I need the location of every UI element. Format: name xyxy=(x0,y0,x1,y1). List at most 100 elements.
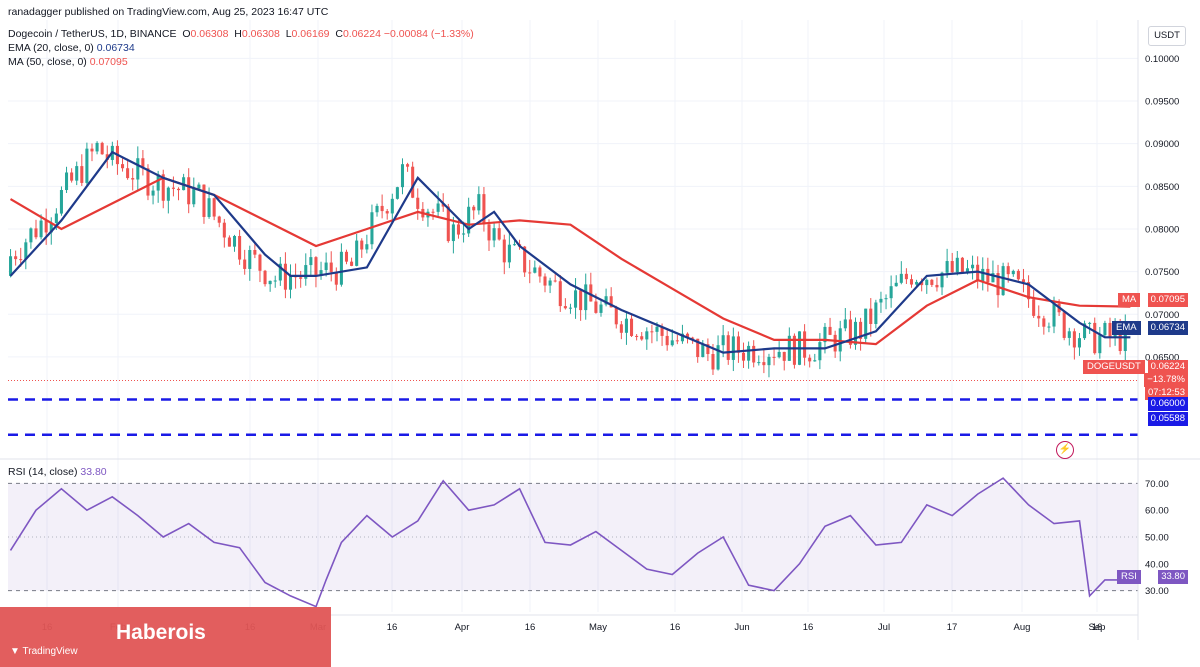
rsi-tick-label: 50.00 xyxy=(1145,533,1169,544)
rsi-legend[interactable]: RSI (14, close) 33.80 xyxy=(8,466,107,478)
candle-body xyxy=(334,272,338,285)
candle-body xyxy=(630,318,634,336)
time-tick-label: 17 xyxy=(947,622,958,633)
candle-body xyxy=(70,172,74,181)
candle-body xyxy=(884,298,888,300)
candle-body xyxy=(75,166,79,181)
candle-body xyxy=(512,244,516,246)
candle-body xyxy=(350,261,354,266)
candle-body xyxy=(741,352,746,361)
candle-body xyxy=(227,237,231,247)
candle-body xyxy=(645,331,649,340)
price-tick-label: 0.08500 xyxy=(1145,182,1179,193)
candle-body xyxy=(202,184,206,217)
candle-body xyxy=(721,335,725,346)
candle-body xyxy=(451,224,455,242)
symbol-tag-timer: 07:12:53 xyxy=(1145,386,1188,400)
candle-body xyxy=(54,213,58,223)
candle-body xyxy=(1118,328,1122,352)
candle-body xyxy=(497,228,501,240)
candle-body xyxy=(446,206,450,242)
price-tick-label: 0.09500 xyxy=(1145,97,1179,108)
candle-body xyxy=(874,302,878,324)
candle-body xyxy=(502,239,506,263)
candle-body xyxy=(487,224,491,241)
price-tick-label: 0.07000 xyxy=(1145,310,1179,321)
candle-body xyxy=(579,290,583,311)
candle-body xyxy=(706,344,710,355)
symbol-tag-name: DOGEUSDT xyxy=(1083,360,1145,374)
candle-body xyxy=(121,164,125,169)
candle-body xyxy=(360,240,364,250)
candle-body xyxy=(889,286,893,299)
candle-body xyxy=(553,280,557,282)
candle-body xyxy=(813,360,817,362)
candle-body xyxy=(441,203,445,207)
candle-body xyxy=(1027,282,1031,300)
candle-body xyxy=(232,235,237,247)
ema-tag-value: 0.06734 xyxy=(1147,321,1188,335)
tv-icon: ▼ xyxy=(10,646,20,657)
candle-body xyxy=(1021,279,1025,283)
rsi-pane xyxy=(8,477,1138,608)
candle-body xyxy=(339,251,343,285)
candle-body xyxy=(1088,322,1092,324)
candle-body xyxy=(675,340,679,342)
candle-body xyxy=(390,198,394,214)
candle-body xyxy=(90,148,94,152)
candle-body xyxy=(492,228,496,241)
candle-body xyxy=(253,249,257,255)
candle-body xyxy=(9,256,13,276)
candle-body xyxy=(594,301,598,313)
candle-body xyxy=(400,164,405,188)
tradingview-logo: ▼ TradingView xyxy=(10,646,78,657)
candle-body xyxy=(665,335,669,346)
candle-body xyxy=(960,257,964,272)
candle-body xyxy=(1001,266,1005,296)
candle-body xyxy=(288,275,293,290)
candle-body xyxy=(691,337,695,339)
candle-body xyxy=(614,307,618,325)
candle-body xyxy=(324,262,328,271)
candle-body xyxy=(894,282,898,287)
candle-body xyxy=(462,233,466,235)
candle-body xyxy=(747,345,751,361)
candle-body xyxy=(548,280,552,286)
candle-body xyxy=(456,224,460,235)
candle-body xyxy=(222,222,226,238)
currency-button[interactable]: USDT xyxy=(1148,26,1186,46)
candle-body xyxy=(166,187,170,201)
candle-body xyxy=(1006,266,1010,275)
candle-body xyxy=(808,357,812,362)
price-tick-label: 0.07500 xyxy=(1145,267,1179,278)
price-tick-label: 0.10000 xyxy=(1145,54,1179,65)
ma-legend[interactable]: MA (50, close, 0) 0.07095 xyxy=(8,56,128,68)
candle-body xyxy=(161,174,165,201)
candle-body xyxy=(1062,312,1066,338)
candle-body xyxy=(126,168,130,179)
candle-body xyxy=(533,267,537,273)
candle-body xyxy=(523,246,527,273)
candle-body xyxy=(930,279,934,285)
candle-body xyxy=(344,251,349,262)
candle-body xyxy=(538,267,542,277)
candle-body xyxy=(904,273,908,280)
candle-body xyxy=(609,296,613,308)
bolt-icon[interactable]: ⚡ xyxy=(1056,441,1074,459)
candle-body xyxy=(29,228,33,243)
candle-body xyxy=(1037,315,1041,319)
symbol-name: Dogecoin / TetherUS, 1D, BINANCE xyxy=(8,28,177,40)
candle-body xyxy=(772,356,776,358)
candle-body xyxy=(176,188,181,191)
candle-body xyxy=(584,284,588,311)
candle-body xyxy=(268,280,272,285)
candle-body xyxy=(950,261,954,273)
ema-legend[interactable]: EMA (20, close, 0) 0.06734 xyxy=(8,42,135,54)
time-tick-label: 16 xyxy=(525,622,536,633)
candle-body xyxy=(752,345,756,363)
candle-body xyxy=(991,273,995,283)
symbol-legend[interactable]: Dogecoin / TetherUS, 1D, BINANCE O0.0630… xyxy=(8,28,474,40)
candle-body xyxy=(273,280,277,282)
price-tick-label: 0.08000 xyxy=(1145,224,1179,235)
